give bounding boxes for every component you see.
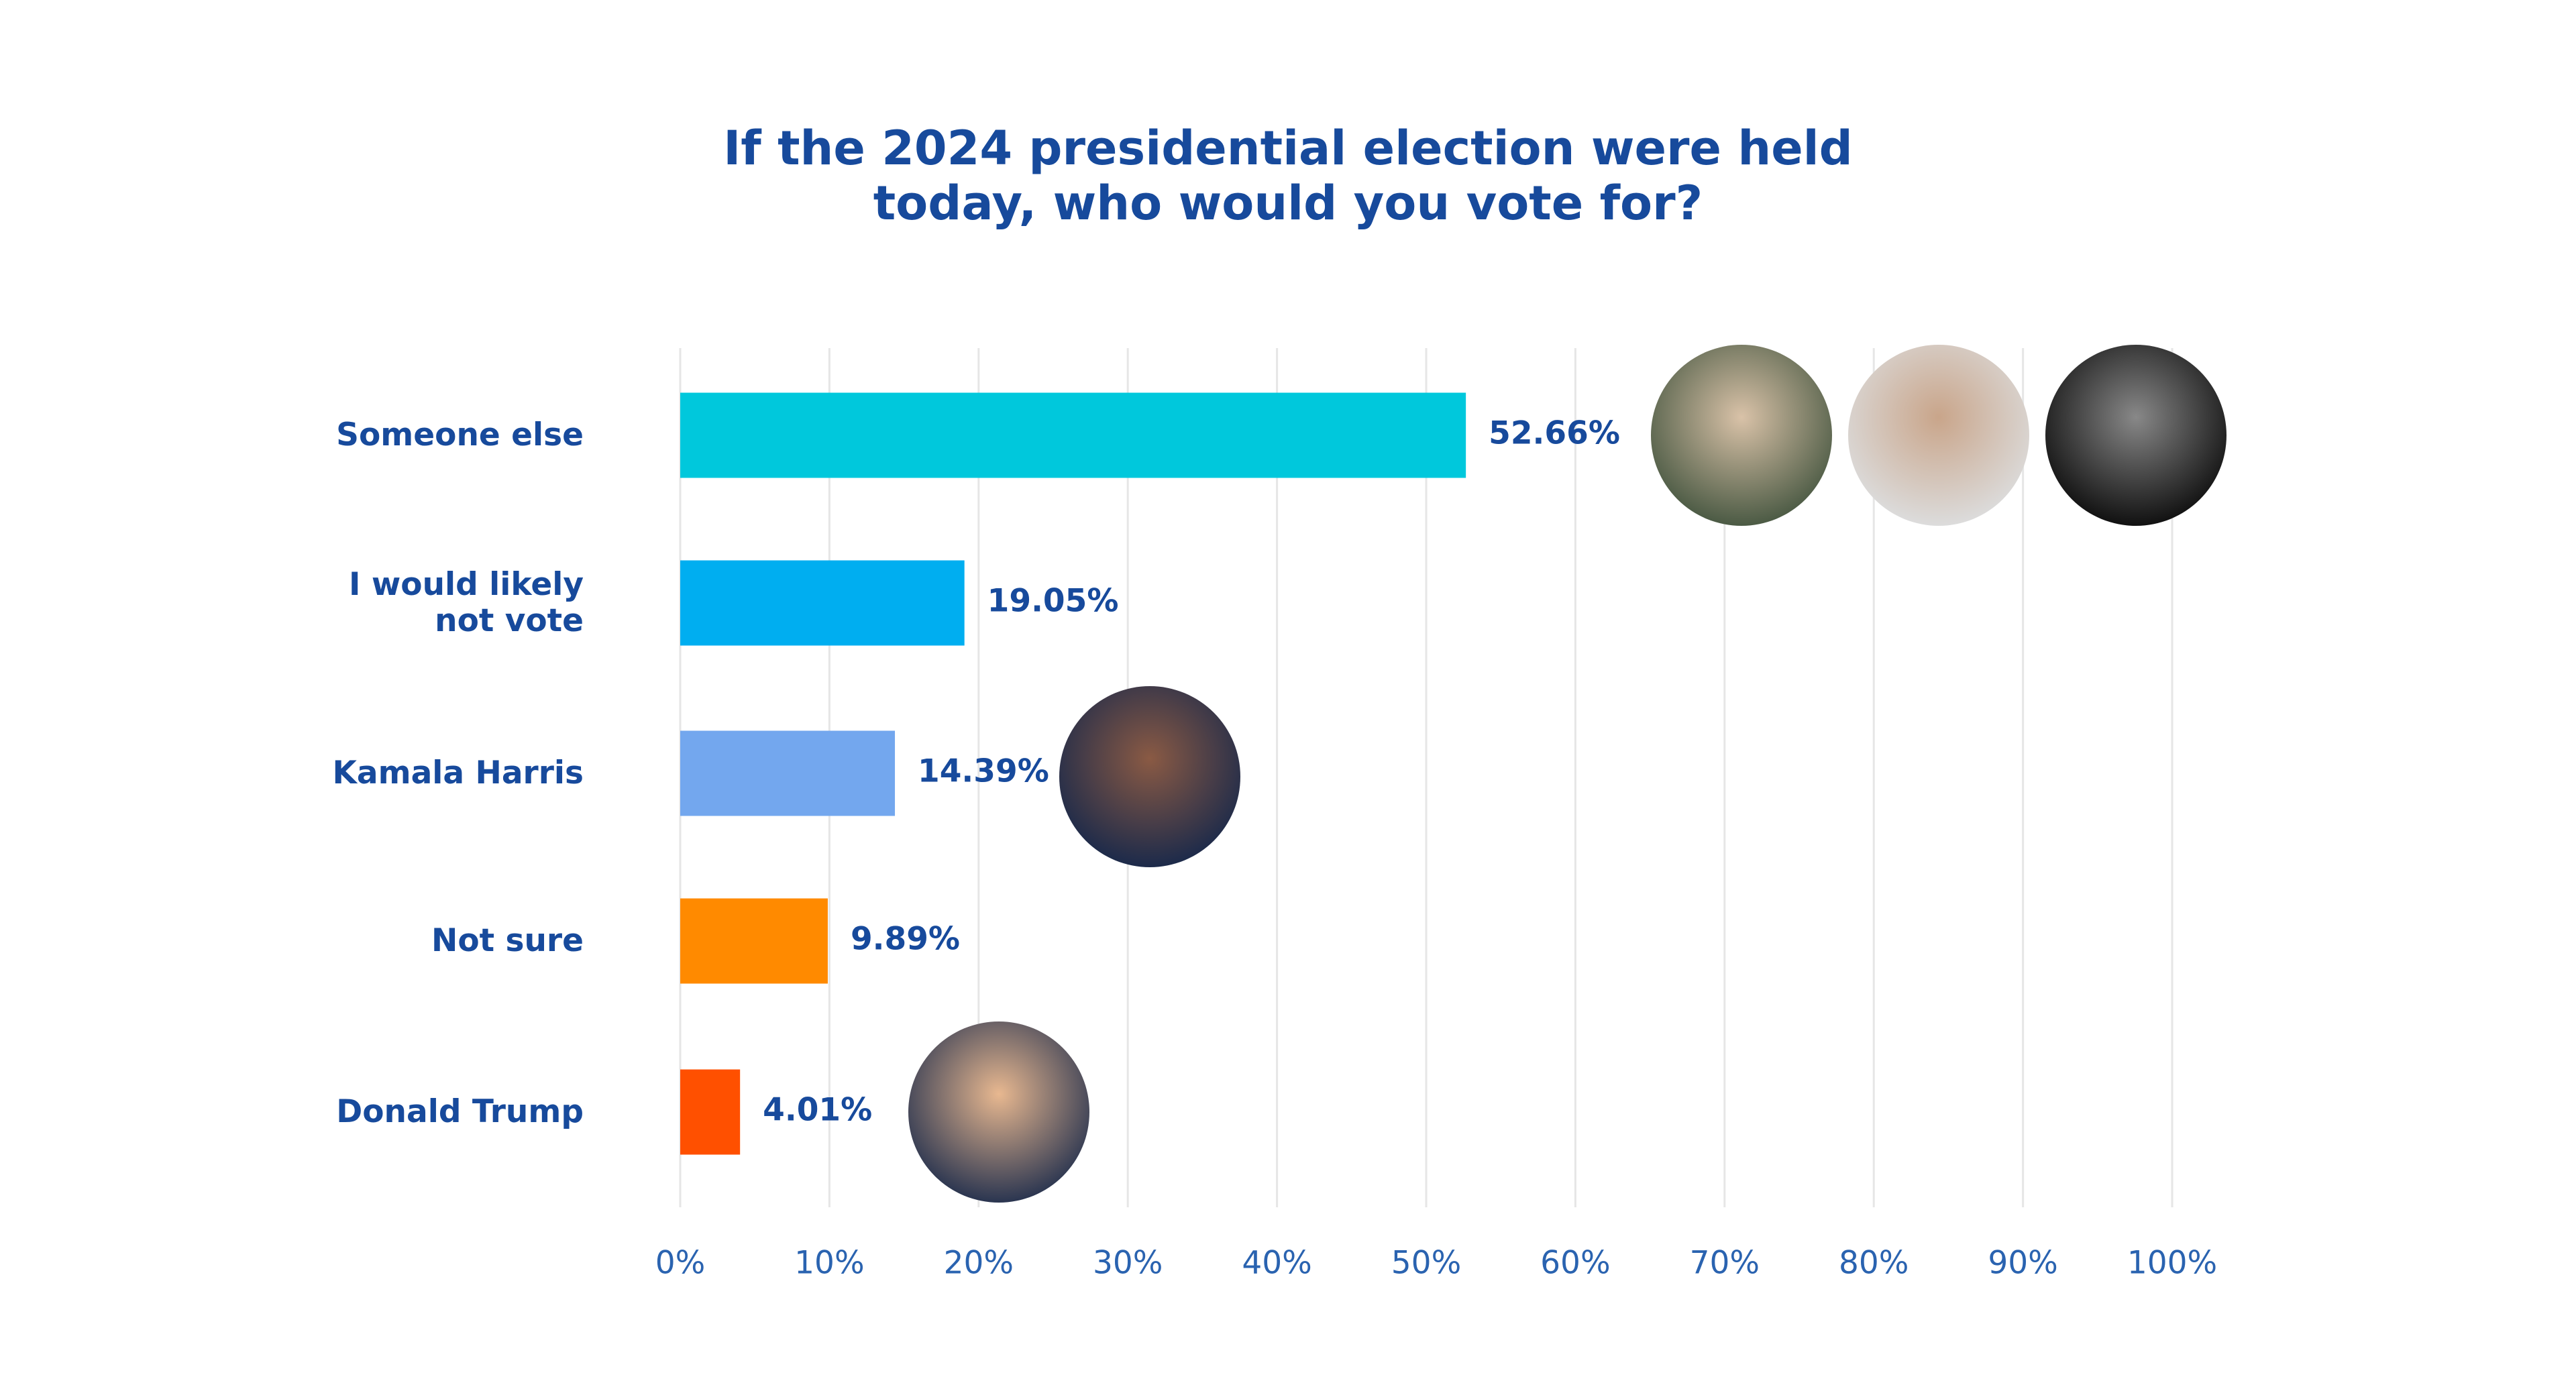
x-tick-label: 90%	[1988, 1245, 2057, 1282]
category-label: Not sure	[431, 922, 584, 959]
category-label: Someone else	[336, 417, 584, 453]
bar	[680, 1069, 741, 1155]
photo	[2045, 345, 2226, 526]
bar	[680, 898, 828, 984]
chart-title: If the 2024 presidential election were h…	[723, 121, 1853, 231]
photo	[1651, 345, 1832, 526]
x-tick-label: 70%	[1690, 1245, 1760, 1282]
x-tick-label: 20%	[944, 1245, 1014, 1282]
value-label: 4.01%	[763, 1092, 872, 1129]
x-tick-label: 100%	[2127, 1245, 2217, 1282]
x-tick-label: 30%	[1093, 1245, 1163, 1282]
value-label: 9.89%	[851, 921, 960, 958]
x-tick-label: 50%	[1391, 1245, 1461, 1282]
value-label: 52.66%	[1489, 415, 1620, 452]
x-tick-label: 0%	[655, 1245, 706, 1282]
bar	[680, 730, 896, 816]
category-label: Kamala Harris	[332, 755, 584, 791]
bar	[680, 392, 1466, 478]
value-label: 19.05%	[987, 583, 1119, 620]
category-label: Donald Trump	[336, 1093, 584, 1130]
x-tick-label: 10%	[794, 1245, 864, 1282]
x-tick-label: 40%	[1242, 1245, 1311, 1282]
bar	[680, 560, 965, 646]
photo	[1848, 345, 2029, 526]
x-tick-label: 80%	[1839, 1245, 1909, 1282]
x-tick-label: 60%	[1540, 1245, 1610, 1282]
category-label: I would likely not vote	[349, 566, 584, 639]
value-label: 14.39%	[918, 753, 1049, 790]
photo	[908, 1021, 1089, 1203]
photo	[1059, 686, 1240, 867]
